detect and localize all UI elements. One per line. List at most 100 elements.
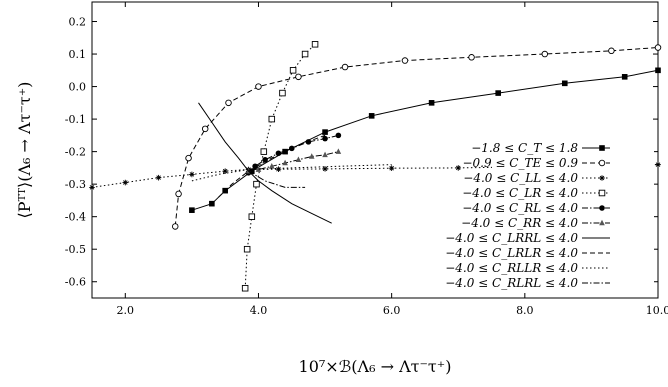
data-point	[243, 245, 251, 253]
x-axis-label: 10⁷×ℬ(Λ₆ → Λτ⁻τ⁺)	[299, 357, 452, 376]
data-point	[608, 47, 615, 55]
legend-label: −4.0 ≤ C_RLRL ≤ 4.0	[445, 276, 578, 290]
x-tick-label: 2.0	[117, 304, 135, 317]
legend-marker	[599, 145, 605, 151]
data-point	[401, 57, 409, 64]
data-point	[495, 90, 501, 96]
series-8	[218, 134, 326, 198]
legend-marker	[599, 175, 605, 181]
data-point	[252, 163, 258, 170]
y-tick-label: -0.4	[65, 211, 86, 224]
data-point	[311, 41, 319, 48]
series-10	[248, 170, 306, 188]
series-2	[171, 44, 662, 230]
legend-background	[492, 138, 654, 292]
y-tick-label: -0.2	[65, 146, 86, 159]
data-point	[201, 125, 209, 133]
data-point	[295, 156, 302, 163]
series-line	[248, 170, 306, 188]
x-tick-label: 6.0	[383, 304, 401, 317]
data-point	[122, 179, 129, 186]
legend-marker	[599, 219, 605, 226]
data-point	[341, 63, 349, 71]
legend: −1.8 ≤ C_T ≤ 1.8−0.9 ≤ C_TE ≤ 0.9−4.0 ≤ …	[445, 138, 654, 292]
legend-label: −0.9 ≤ C_TE ≤ 0.9	[462, 156, 578, 170]
data-point	[428, 100, 435, 106]
series-1	[189, 67, 661, 213]
data-point	[322, 135, 328, 142]
data-point	[322, 129, 328, 135]
data-point	[654, 44, 662, 51]
data-point	[455, 165, 462, 171]
data-point	[225, 99, 232, 107]
data-point	[322, 166, 328, 172]
plot-frame	[91, 1, 659, 299]
series-line	[191, 164, 392, 182]
y-tick-label: 0.2	[69, 16, 87, 29]
data-point	[335, 148, 342, 154]
data-point	[621, 74, 628, 80]
series-6	[245, 148, 342, 174]
data-point	[249, 168, 255, 174]
data-point	[248, 213, 256, 220]
y-tick-label: -0.3	[65, 178, 86, 191]
series-line	[218, 134, 326, 198]
data-point	[89, 184, 95, 191]
y-tick-label: 0.0	[69, 81, 87, 94]
data-point	[255, 83, 262, 90]
data-point	[655, 67, 661, 74]
series-4	[241, 41, 319, 292]
data-point	[655, 161, 661, 168]
data-point	[541, 50, 549, 58]
legend-label: −4.0 ≤ C_RL ≤ 4.0	[462, 201, 578, 215]
legend-label: −4.0 ≤ C_LRRL ≤ 4.0	[445, 231, 578, 245]
series-line	[198, 102, 332, 224]
y-tick-label: -0.6	[65, 276, 86, 289]
data-point	[279, 89, 286, 97]
data-point	[209, 200, 215, 207]
data-point	[175, 190, 182, 198]
series-7	[198, 102, 332, 224]
data-point	[255, 166, 262, 172]
data-point	[301, 50, 309, 58]
data-point	[241, 284, 249, 292]
data-point	[295, 73, 302, 81]
legend-label: −4.0 ≤ C_LL ≤ 4.0	[463, 171, 578, 185]
data-point	[189, 171, 195, 178]
data-point	[185, 154, 192, 162]
data-point	[268, 162, 275, 169]
legend-label: −4.0 ≤ C_RLLR ≤ 4.0	[445, 261, 578, 275]
data-point	[308, 153, 315, 159]
y-axis-label: ⟨Pᵀᵀ⟩(Λ₆ → Λτ⁻τ⁺)	[15, 82, 34, 219]
legend-label: −4.0 ≤ C_RR ≤ 4.0	[461, 216, 578, 230]
data-point	[368, 113, 375, 119]
x-tick-label: 8.0	[516, 304, 534, 317]
data-point	[253, 180, 260, 188]
data-point	[171, 223, 179, 230]
series-line	[248, 151, 339, 172]
legend-label: −4.0 ≤ C_LR ≤ 4.0	[462, 186, 578, 200]
data-point	[275, 166, 282, 172]
data-point	[268, 115, 276, 123]
legend-label: −1.8 ≤ C_T ≤ 1.8	[471, 141, 578, 155]
y-tick-label: -0.5	[65, 243, 86, 256]
data-point	[561, 80, 568, 87]
x-tick-label: 10.0	[646, 304, 668, 317]
y-tick-label: 0.1	[69, 48, 87, 61]
data-point	[468, 54, 475, 61]
data-point	[155, 174, 162, 181]
series-group	[89, 41, 662, 292]
series-9	[191, 164, 392, 182]
x-tick-label: 4.0	[250, 304, 268, 317]
data-point	[260, 148, 268, 155]
legend-label: −4.0 ≤ C_LRLR ≤ 4.0	[445, 246, 578, 260]
data-point	[222, 168, 228, 174]
data-point	[282, 159, 288, 166]
legend-marker	[598, 159, 606, 167]
data-point	[388, 165, 395, 172]
legend-marker	[598, 189, 606, 197]
y-tick-label: -0.1	[65, 113, 86, 126]
legend-marker	[599, 205, 605, 211]
data-point	[189, 207, 195, 213]
data-point	[289, 67, 297, 74]
